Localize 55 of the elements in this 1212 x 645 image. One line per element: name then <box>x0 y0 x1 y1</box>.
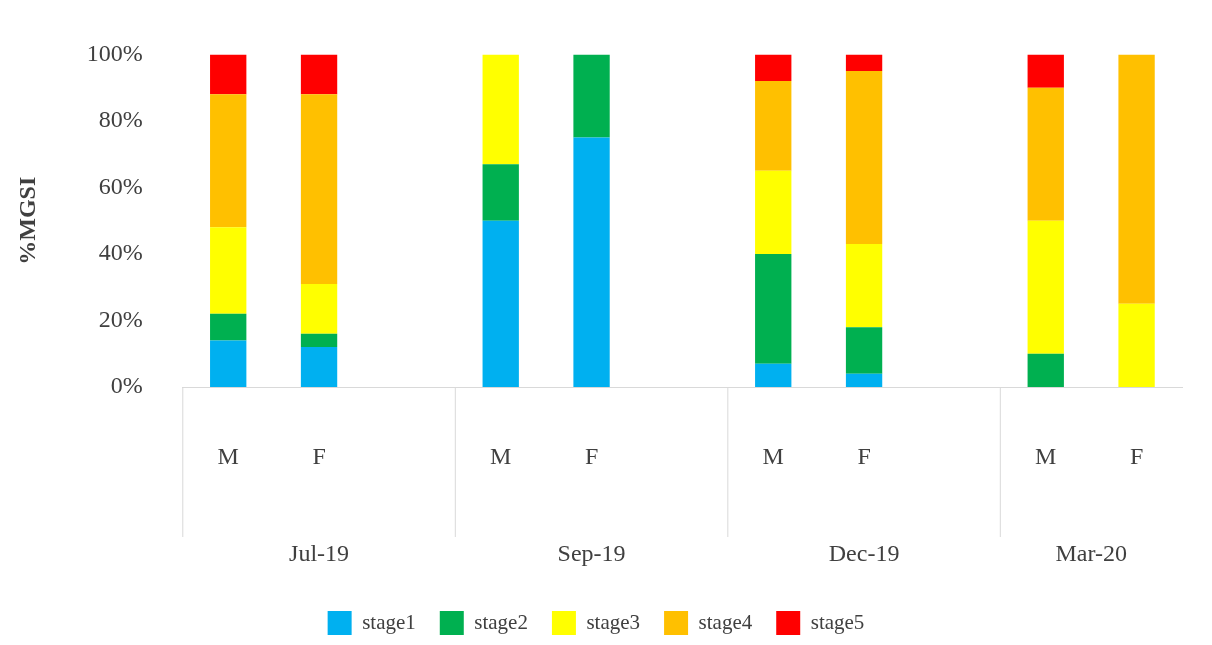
y-tick-label: 80% <box>98 106 143 133</box>
bar <box>1027 353 1064 387</box>
legend-label: stage1 <box>362 609 416 634</box>
bar <box>845 373 883 387</box>
bar <box>482 164 519 221</box>
text: Mar-20 <box>1055 540 1127 567</box>
bar <box>1027 220 1064 354</box>
text: Jul-19 <box>289 540 350 567</box>
bar <box>845 327 883 374</box>
bar <box>300 94 338 284</box>
x-tick-label: M <box>1035 442 1057 469</box>
bar <box>1118 303 1155 387</box>
bar <box>1027 87 1064 221</box>
y-tick-label: 20% <box>98 305 143 332</box>
bar <box>210 313 247 341</box>
x-tick-label: M <box>490 442 512 469</box>
bar <box>755 81 792 171</box>
x-tick-label: M <box>217 442 239 469</box>
bar <box>755 170 792 254</box>
bar <box>210 54 247 95</box>
legend-label: stage5 <box>810 609 865 634</box>
bar <box>755 54 792 82</box>
x-tick-label: F <box>1129 442 1144 469</box>
bar <box>1027 54 1064 88</box>
bar <box>300 347 338 387</box>
x-tick-label: F <box>584 442 599 469</box>
legend-label: stage4 <box>698 609 753 634</box>
bar <box>300 333 338 348</box>
bar <box>573 54 610 138</box>
x-tick-label: F <box>857 442 871 469</box>
legend-label: stage3 <box>586 609 641 634</box>
bar <box>210 340 247 387</box>
bar <box>755 253 792 364</box>
legend-label: stage2 <box>474 609 528 634</box>
x-tick-label: M <box>762 442 784 469</box>
bar <box>845 243 883 328</box>
bar <box>210 227 247 314</box>
y-tick-label: 40% <box>98 239 143 266</box>
bar <box>300 283 338 334</box>
bar <box>210 94 247 228</box>
y-tick-label: 100% <box>86 39 143 66</box>
text: Dec-19 <box>828 540 900 567</box>
y-tick-label: 0% <box>110 372 143 399</box>
bar <box>755 363 792 387</box>
bar <box>482 220 519 387</box>
bar <box>1118 54 1155 304</box>
x-tick-label: F <box>312 442 326 469</box>
y-axis-title: %MGSI <box>13 176 40 265</box>
bar <box>845 71 883 244</box>
bar <box>482 54 519 165</box>
text: Sep-19 <box>557 540 626 567</box>
bar <box>573 137 610 387</box>
bar <box>845 54 883 72</box>
y-tick-label: 60% <box>98 172 143 199</box>
bar <box>300 54 338 95</box>
